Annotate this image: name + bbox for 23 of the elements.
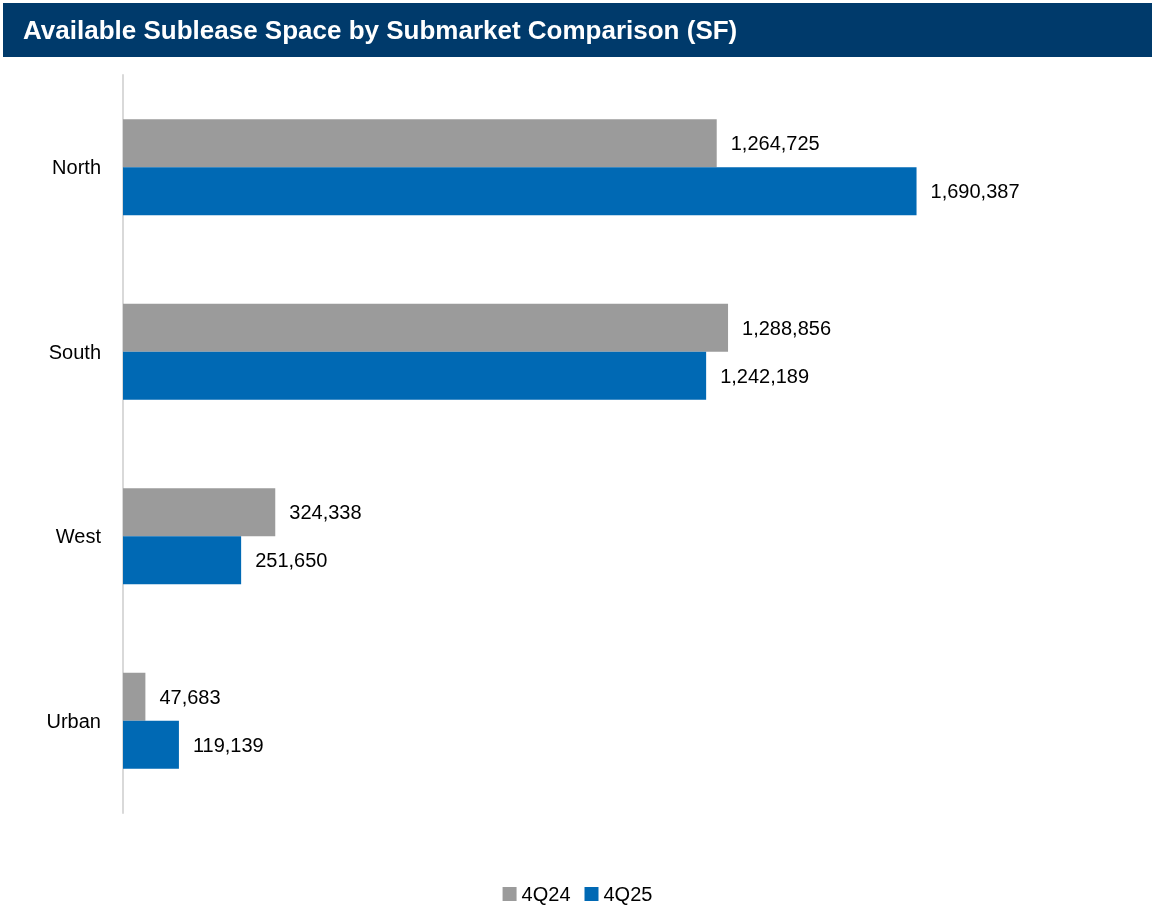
data-label: 1,690,387 <box>930 180 1020 203</box>
data-label: 324,338 <box>289 501 362 524</box>
bar <box>123 303 729 352</box>
data-label: 1,242,189 <box>720 364 810 387</box>
legend-label: 4Q25 <box>603 883 653 905</box>
bar <box>123 672 146 721</box>
bar <box>123 351 707 400</box>
data-label: 1,288,856 <box>742 316 832 339</box>
bar <box>123 488 276 537</box>
bar <box>123 536 242 585</box>
y-tick-label: West <box>55 525 102 548</box>
data-label: 47,683 <box>159 685 221 708</box>
bar <box>123 119 717 168</box>
y-tick-label: Urban <box>46 709 101 732</box>
y-tick-label: North <box>52 156 101 179</box>
chart-title: Available Sublease Space by Submarket Comparison (SF) <box>3 3 1152 57</box>
data-label: 119,139 <box>192 733 264 756</box>
data-label: 1,264,725 <box>730 132 820 155</box>
bar <box>123 167 917 216</box>
legend-label: 4Q24 <box>521 883 571 905</box>
bar <box>123 720 179 769</box>
y-tick-label: South <box>48 340 101 363</box>
data-label: 251,650 <box>255 549 328 572</box>
